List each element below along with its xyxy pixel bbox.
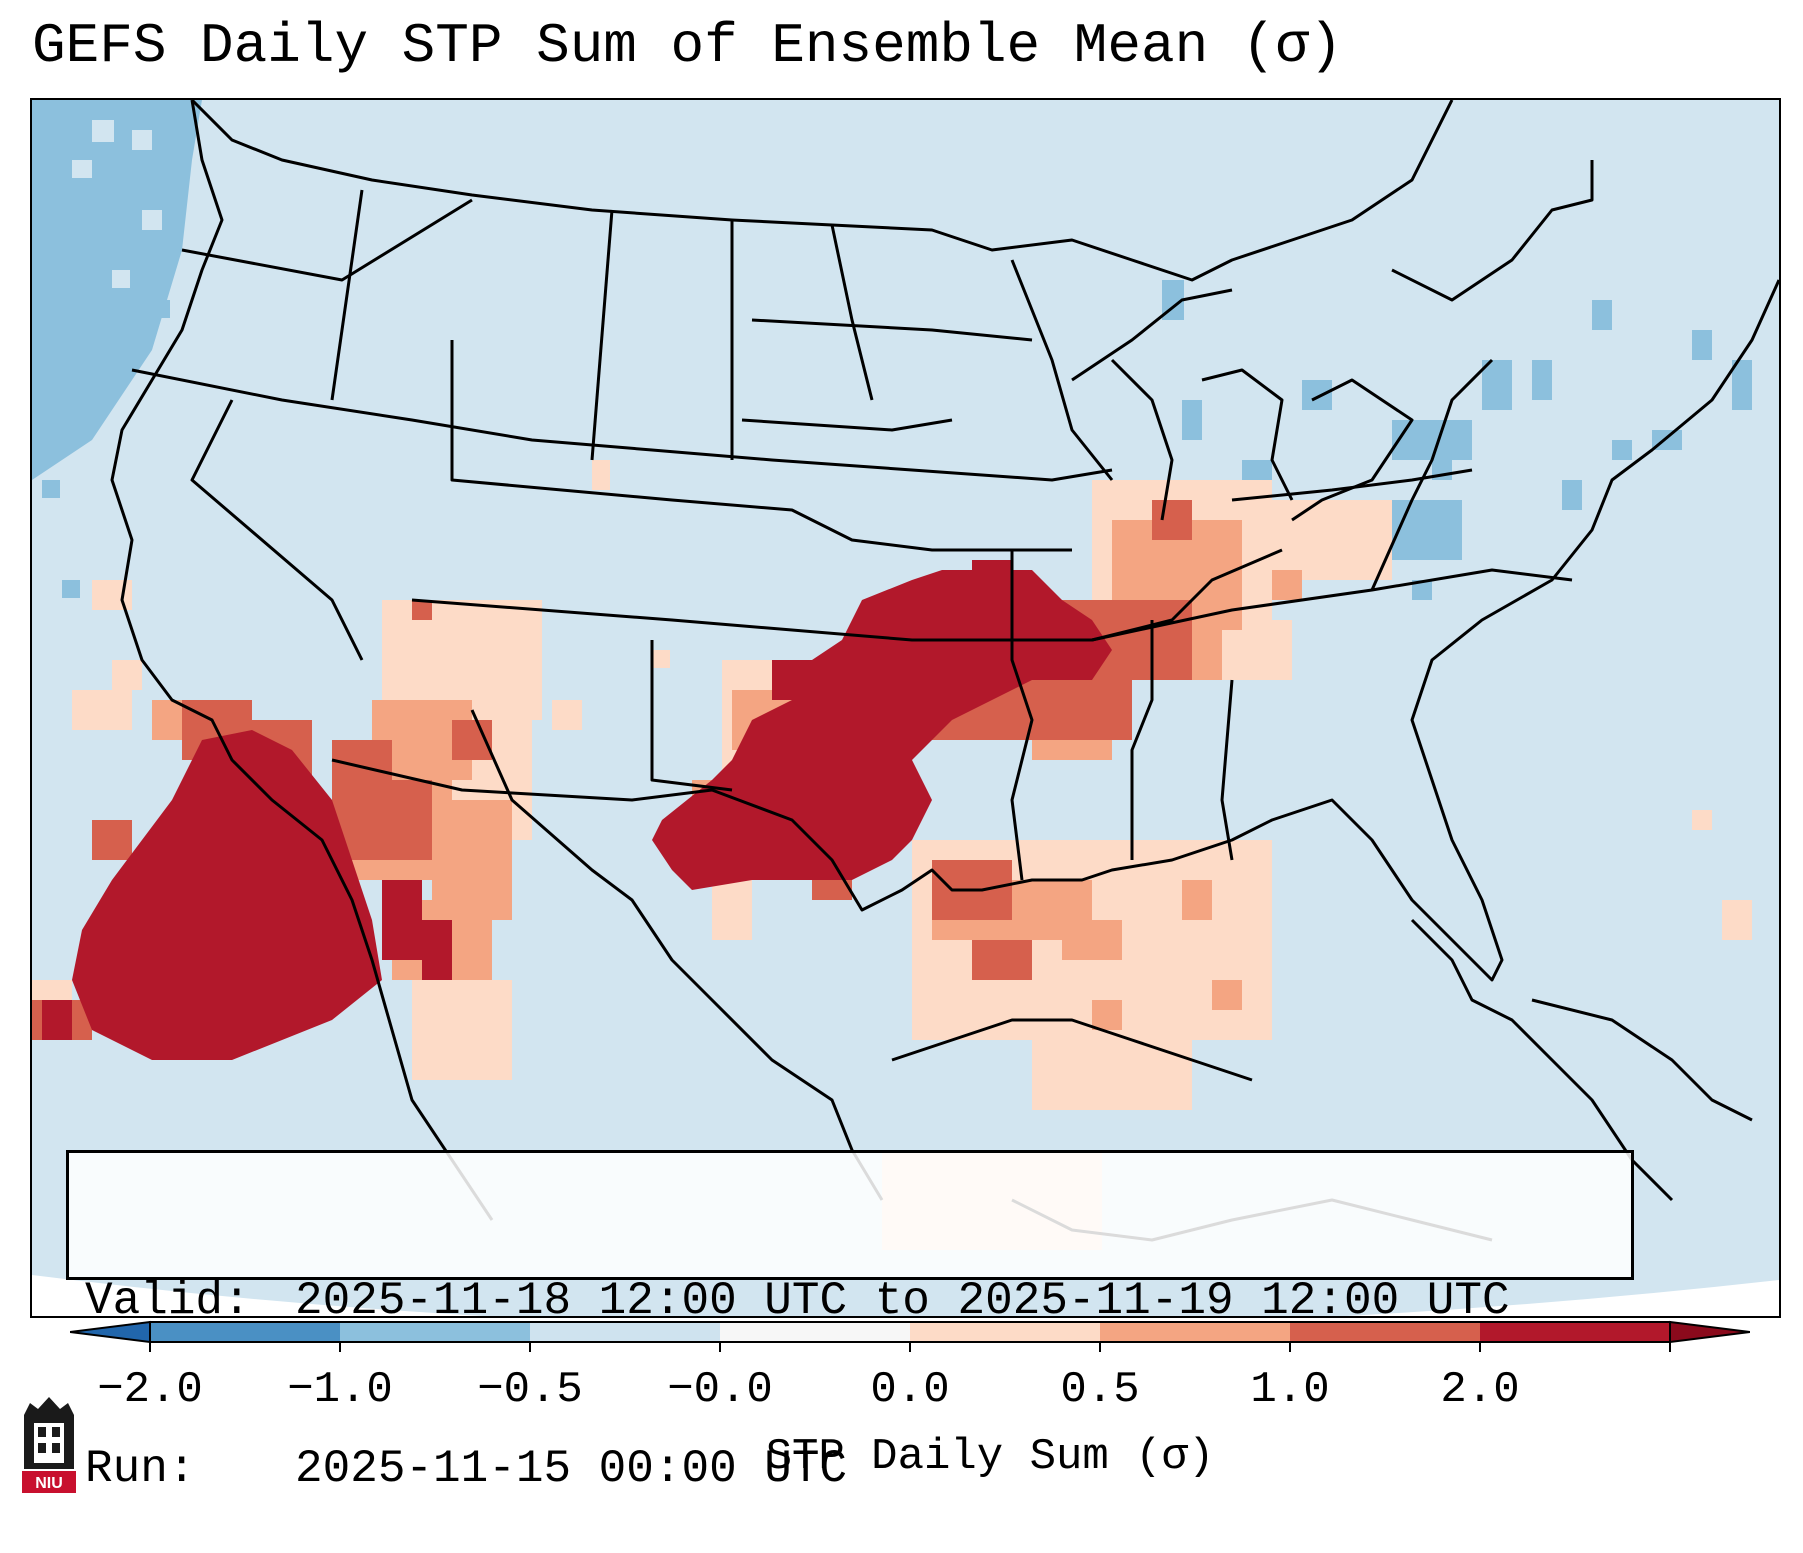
map-panel[interactable] [30, 98, 1781, 1318]
colorbar-bin [150, 1322, 340, 1342]
colorbar-tick-label: −1.0 [287, 1365, 393, 1415]
colorbar-tick-label: 1.0 [1250, 1365, 1330, 1415]
colorbar-tick-label: −0.0 [667, 1365, 773, 1415]
colorbar-bin [340, 1322, 530, 1342]
run-key: Run: [85, 1443, 196, 1495]
valid-value: 2025-11-18 12:00 UTC to 2025-11-19 12:00… [295, 1275, 1510, 1327]
chart-title: GEFS Daily STP Sum of Ensemble Mean (σ) [32, 14, 1343, 78]
colorbar [70, 1320, 1750, 1352]
colorbar-bin [1100, 1322, 1290, 1342]
colorbar-tick-label: −2.0 [97, 1365, 203, 1415]
valid-run-info-box: Valid: 2025-11-18 12:00 UTC to 2025-11-19… [66, 1150, 1634, 1495]
map-svg [32, 100, 1779, 1316]
colorbar-under-arrow [70, 1320, 151, 1344]
colorbar-tick-label: −0.5 [477, 1365, 583, 1415]
colorbar-label: STP Daily Sum (σ) [765, 1432, 1215, 1482]
colorbar-over-arrow [1669, 1320, 1750, 1344]
valid-key: Valid: [85, 1275, 251, 1327]
niu-logo-icon: NIU [22, 1397, 76, 1493]
colorbar-bin [720, 1322, 910, 1342]
colorbar-tick-label: 0.0 [870, 1365, 950, 1415]
colorbar-bin [530, 1322, 720, 1342]
svg-text:NIU: NIU [35, 1475, 63, 1492]
colorbar-bin [910, 1322, 1100, 1342]
colorbar-tick-label: 0.5 [1060, 1365, 1140, 1415]
run-value: 2025-11-15 00:00 UTC [295, 1443, 848, 1495]
negative-anomaly-pacific-nw [32, 100, 202, 598]
colorbar-bin [1480, 1322, 1670, 1342]
colorbar-bin [1290, 1322, 1480, 1342]
colorbar-tick-label: 2.0 [1440, 1365, 1520, 1415]
